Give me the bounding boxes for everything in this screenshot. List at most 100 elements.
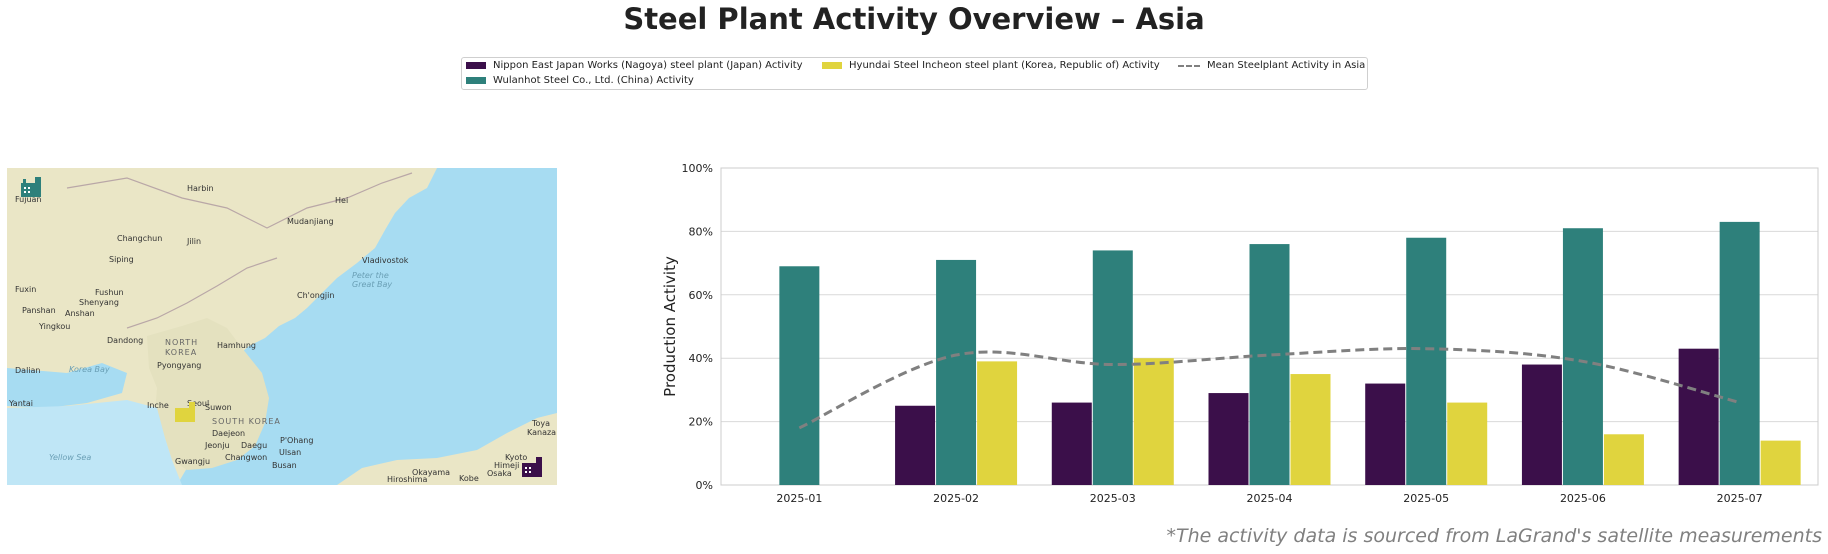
map-label-kobe: Kobe <box>459 474 479 483</box>
map-label-yellow-sea: Yellow Sea <box>49 453 91 462</box>
y-tick-label: 100% <box>682 162 713 175</box>
map-label-fuxin: Fuxin <box>15 285 36 294</box>
map-label-yantai: Yantai <box>8 399 33 408</box>
map-label-kanazawa: Kanaza <box>527 428 556 437</box>
map-label-vladivostok: Vladivostok <box>362 256 409 265</box>
map-label-jilin: Jilin <box>186 237 201 246</box>
map-japan-land <box>337 413 557 485</box>
map-label-yingkou: Yingkou <box>38 322 70 331</box>
bar-nippon <box>1678 348 1719 485</box>
y-tick-label: 0% <box>696 479 713 492</box>
legend-swatch-nippon <box>466 62 486 69</box>
bar-nippon <box>895 405 936 485</box>
x-tick-label: 2025-03 <box>1090 492 1136 505</box>
map-label-siping: Siping <box>109 255 134 264</box>
map-label-seoul: Seoul <box>187 399 209 408</box>
map-label-panshan: Panshan <box>22 306 56 315</box>
bar-hyundai <box>1603 434 1644 485</box>
legend-item-nippon: Nippon East Japan Works (Nagoya) steel p… <box>466 60 803 71</box>
x-tick-label: 2025-04 <box>1247 492 1293 505</box>
map-label-hamhung: Hamhung <box>217 341 256 350</box>
bar-hyundai <box>977 361 1018 485</box>
map-label-north-korea-2: KOREA <box>165 348 197 357</box>
incheon-plant-marker[interactable] <box>175 402 195 422</box>
map-border-line-korea <box>126 257 278 329</box>
legend-label-mean: Mean Steelplant Activity in Asia <box>1207 60 1366 71</box>
map-label-gwangju: Gwangju <box>175 457 210 466</box>
y-tick-label: 40% <box>689 352 713 365</box>
map-label-daejeon: Daejeon <box>212 429 245 438</box>
legend-label-nippon: Nippon East Japan Works (Nagoya) steel p… <box>493 60 803 71</box>
legend-item-hyundai: Hyundai Steel Incheon steel plant (Korea… <box>822 60 1160 71</box>
x-tick-label: 2025-06 <box>1560 492 1606 505</box>
bar-nippon <box>1208 393 1249 485</box>
chart-canvas: 0% 20% 40% 60% 80% 100% Production Activity 202… <box>661 162 1819 505</box>
map-label-anshan: Anshan <box>65 309 95 318</box>
map-label-harbin: Harbin <box>187 184 214 193</box>
y-tick-label: 20% <box>689 416 713 429</box>
bar-hyundai <box>1760 440 1801 485</box>
map-canvas: Harbin Fujuan Hei Mudanjiang Changchun J… <box>7 168 557 485</box>
legend-label-wulanhot: Wulanhot Steel Co., Ltd. (China) Activit… <box>493 75 694 86</box>
bar-wulanhot <box>1249 244 1290 485</box>
map-label-changwon: Changwon <box>225 453 267 462</box>
map-label-north-korea-1: NORTH <box>165 338 198 347</box>
map-label-osaka: Osaka <box>487 469 512 478</box>
map-label-hiroshima: Hiroshima <box>387 475 428 484</box>
map-label-himeji: Himeji <box>494 461 519 470</box>
map-label-suwon: Suwon <box>205 403 232 412</box>
x-tick-label: 2025-07 <box>1717 492 1763 505</box>
map-label-chongjin: Ch'ongjin <box>297 291 334 300</box>
map-label-south-korea: SOUTH KOREA <box>212 417 281 426</box>
map-label-peter-great-bay-1: Peter the <box>352 271 389 280</box>
y-tick-label: 60% <box>689 289 713 302</box>
map-label-daegu: Daegu <box>241 441 267 450</box>
bar-nippon <box>1365 383 1406 485</box>
bar-wulanhot <box>1719 221 1760 485</box>
bar-wulanhot <box>936 259 977 485</box>
chart-legend: Nippon East Japan Works (Nagoya) steel p… <box>461 57 1368 90</box>
legend-swatch-hyundai <box>822 62 842 69</box>
map-label-incheon: Inche <box>147 401 169 410</box>
map-label-dandong: Dandong <box>107 336 143 345</box>
nagoya-plant-marker[interactable] <box>522 457 542 477</box>
x-tick-label: 2025-05 <box>1403 492 1449 505</box>
bar-wulanhot <box>779 266 820 485</box>
map-label-jeonju: Jeonju <box>204 441 230 450</box>
bar-wulanhot <box>1092 250 1133 485</box>
map-label-peter-great-bay-2: Great Bay <box>352 280 392 289</box>
footnote: *The activity data is sourced from LaGra… <box>1166 525 1822 547</box>
y-tick-label: 80% <box>689 225 713 238</box>
map-label-okayama: Okayama <box>412 468 450 477</box>
page-title: Steel Plant Activity Overview – Asia <box>623 2 1205 36</box>
map-label-changchun: Changchun <box>117 234 162 243</box>
mean-activity-line <box>798 347 1741 430</box>
map-label-pohang: P'Ohang <box>280 436 313 445</box>
map-label-busan: Busan <box>272 461 297 470</box>
map-label-shenyang: Shenyang <box>79 298 119 307</box>
region-map[interactable]: Harbin Fujuan Hei Mudanjiang Changchun J… <box>7 168 557 485</box>
legend-item-mean: Mean Steelplant Activity in Asia <box>1178 60 1365 71</box>
map-label-dalian: Dalian <box>15 366 40 375</box>
legend-label-hyundai: Hyundai Steel Incheon steel plant (Korea… <box>849 60 1160 71</box>
bar-hyundai <box>1290 374 1331 485</box>
x-tick-label: 2025-01 <box>776 492 822 505</box>
map-border-line <box>66 172 413 229</box>
map-label-hei: Hei <box>335 196 348 205</box>
bar-hyundai <box>1133 358 1174 485</box>
map-label-ulsan: Ulsan <box>279 448 301 457</box>
x-tick-label: 2025-02 <box>933 492 979 505</box>
bar-nippon <box>1521 364 1562 485</box>
activity-chart: 0% 20% 40% 60% 80% 100% Production Activity 202… <box>655 160 1825 534</box>
bar-nippon <box>1051 402 1092 485</box>
map-yellow-sea <box>7 400 182 485</box>
map-label-mudanjiang: Mudanjiang <box>287 217 334 226</box>
bar-wulanhot <box>1562 228 1603 485</box>
map-label-korea-bay: Korea Bay <box>69 365 110 374</box>
map-label-pyongyang: Pyongyang <box>157 361 201 370</box>
map-label-fushun: Fushun <box>95 288 124 297</box>
map-label-kyoto: Kyoto <box>505 453 527 462</box>
wulanhot-plant-marker[interactable] <box>21 177 41 197</box>
legend-item-wulanhot: Wulanhot Steel Co., Ltd. (China) Activit… <box>466 75 694 86</box>
legend-swatch-wulanhot <box>466 77 486 84</box>
